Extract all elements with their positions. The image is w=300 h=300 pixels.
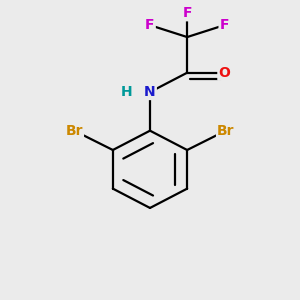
Text: F: F xyxy=(182,6,192,20)
Text: F: F xyxy=(145,18,155,32)
Text: Br: Br xyxy=(65,124,83,138)
Text: O: O xyxy=(218,66,230,80)
Text: F: F xyxy=(220,18,229,32)
Text: Br: Br xyxy=(217,124,235,138)
Text: N: N xyxy=(144,85,156,99)
Text: H: H xyxy=(120,85,132,99)
